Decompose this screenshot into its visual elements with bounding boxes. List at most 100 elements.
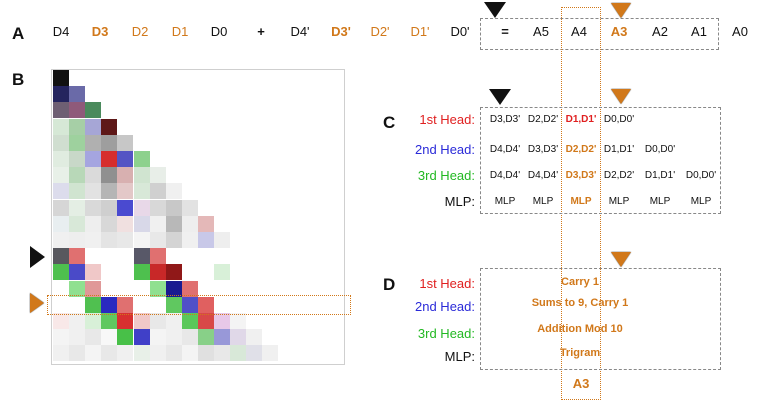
panel-d-row-label: 1st Head: [419,276,475,291]
heatmap-cell [69,232,86,248]
panel-c-cell: D4,D4' [489,144,521,155]
panel-c-cell: D4,D4' [489,170,521,181]
panel-d-row-label: MLP: [444,349,475,364]
attention-heatmap-frame [51,69,345,365]
panel-label-d: D [383,275,396,294]
heatmap-cell [133,183,150,200]
black-marker-icon [489,89,511,105]
heatmap-cell [53,102,69,119]
heatmap-cell [149,199,166,216]
panel-d-row-label: 2nd Head: [415,299,475,314]
heatmap-cell [197,296,214,313]
heatmap-cell [165,215,182,232]
heatmap-cell [53,329,69,346]
equation-token: D0' [450,24,470,39]
heatmap-cell [149,248,166,265]
heatmap-cell [181,296,198,313]
heatmap-cell [165,329,182,346]
heatmap-cell [53,167,69,184]
heatmap-cell [85,151,102,167]
panel-c-cell: D2,D2' [527,114,559,125]
heatmap-cell [149,313,166,329]
heatmap-cell [197,232,214,248]
equation-token: A5 [533,24,549,39]
heatmap-cell [117,183,134,200]
heatmap-cell [117,215,134,232]
heatmap-cell [69,199,86,216]
heatmap-cell [181,215,198,232]
heatmap-cell [53,151,69,167]
panel-c-cell: MLP [690,196,712,207]
heatmap-cell [53,313,69,329]
heatmap-cell [133,248,150,265]
heatmap-cell [246,329,263,346]
heatmap-cell [230,313,247,329]
heatmap-cell [165,232,182,248]
heatmap-cell [53,118,69,135]
heatmap-cell [53,199,69,216]
panel-c-cell: D3,D3' [527,144,559,155]
heatmap-cell [69,167,86,184]
heatmap-cell [181,199,198,216]
heatmap-cell [149,232,166,248]
heatmap-cell [133,313,150,329]
heatmap-cell [149,167,166,184]
heatmap-cell [85,102,102,119]
orange-marker-icon [611,3,631,18]
equation-token: A3 [610,24,628,39]
heatmap-cell [117,151,134,167]
heatmap-cell [85,345,102,362]
equation-token: D1 [171,24,189,39]
heatmap-cell [165,313,182,329]
panel-c-cell: D2,D2' [565,144,597,155]
heatmap-cell [69,86,86,103]
heatmap-cell [214,345,230,362]
heatmap-cell [133,167,150,184]
panel-c-cell: D1,D1' [603,144,635,155]
equation-token: D1' [410,24,430,39]
heatmap-cell [101,215,118,232]
equation-token: D2' [370,24,390,39]
highlight-column [561,7,601,400]
heatmap-cell [101,151,118,167]
heatmap-cell [133,264,150,281]
heatmap-cell [117,167,134,184]
heatmap-cell [181,313,198,329]
equation-token: D3 [91,24,109,39]
heatmap-cell [69,264,86,281]
heatmap-cell [101,118,118,135]
equation-token: A1 [691,24,707,39]
heatmap-row-highlight [47,295,351,315]
heatmap-cell [165,199,182,216]
heatmap-cell [262,345,279,362]
heatmap-cell [165,183,182,200]
heatmap-cell [53,264,69,281]
heatmap-cell [117,134,134,151]
orange-row-marker-icon [30,293,44,313]
black-row-marker-icon [30,246,45,268]
panel-c-cell: MLP [608,196,630,207]
panel-label-b: B [12,70,25,89]
panel-c-cell: D1,D1' [565,114,597,125]
heatmap-cell [53,70,69,86]
orange-marker-icon [611,89,631,104]
panel-d-pattern: Sums to 9, Carry 1 [531,297,629,309]
equation-token: A4 [571,24,587,39]
panel-d-pattern: Carry 1 [561,276,599,288]
heatmap-cell [230,329,247,346]
heatmap-cell [117,345,134,362]
panel-c-cell: MLP [494,196,516,207]
heatmap-cell [69,248,86,265]
heatmap-cell [69,215,86,232]
addition-equation: D4 D3 D2 D1 D0 + D4' D3' D2' D1' D0' = A5 A4 A3 A2 A1 A0 [0,24,761,44]
panel-c-cell: D2,D2' [603,170,635,181]
heatmap-cell [69,102,86,119]
heatmap-cell [69,183,86,200]
heatmap-cell [230,345,247,362]
panel-label-c: C [383,113,396,132]
heatmap-cell [69,313,86,329]
panel-c-cell: D0,D0' [685,170,717,181]
equation-token: A0 [732,24,748,39]
panel-c-row-label: 3rd Head: [417,168,475,183]
heatmap-cell [53,345,69,362]
